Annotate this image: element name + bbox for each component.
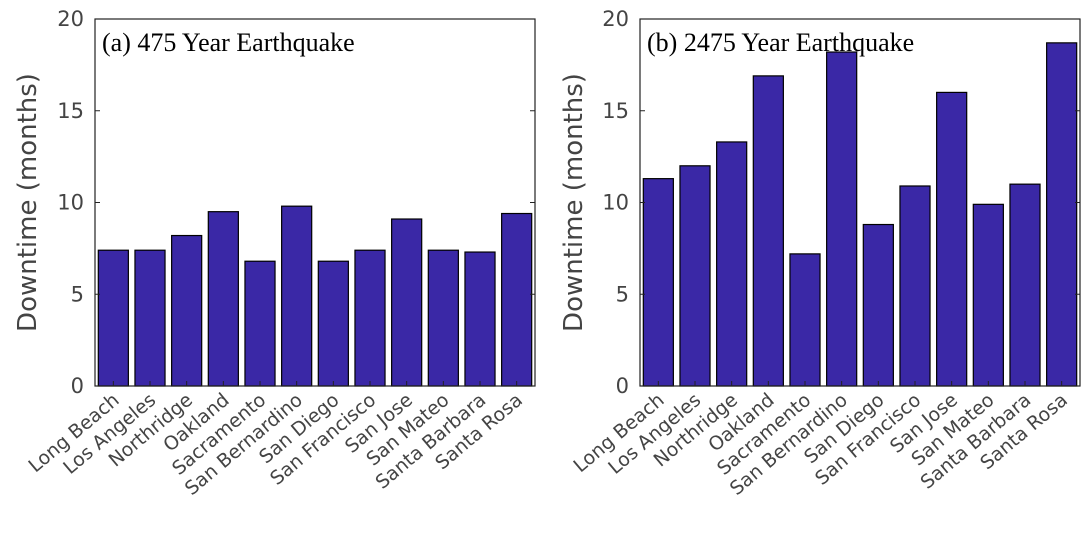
bar [354, 249, 386, 387]
y-tick-label: 15 [602, 99, 629, 123]
bar [207, 211, 239, 387]
bar [171, 234, 203, 387]
bar [789, 253, 821, 387]
bar [317, 260, 349, 387]
bar [464, 251, 496, 387]
bar [899, 185, 931, 387]
bar [862, 223, 894, 387]
chart-title: (a) 475 Year Earthquake [102, 28, 355, 57]
bar [1009, 183, 1041, 387]
chart-title: (b) 2475 Year Earthquake [647, 28, 914, 57]
y-axis-label: Downtime (months) [559, 73, 589, 332]
bar [716, 141, 748, 387]
bar [501, 212, 533, 387]
y-tick-label: 10 [57, 191, 84, 215]
bar [1046, 42, 1078, 387]
bar [936, 91, 968, 387]
y-tick-label: 0 [71, 374, 84, 398]
bar [391, 218, 423, 387]
y-tick-label: 10 [602, 191, 629, 215]
bar [427, 249, 459, 387]
y-tick-label: 20 [602, 7, 629, 31]
bar [642, 178, 674, 387]
bar [244, 260, 276, 387]
y-tick-label: 0 [616, 374, 629, 398]
bar [97, 249, 129, 387]
bar [679, 165, 711, 387]
y-tick-label: 20 [57, 7, 84, 31]
bar [972, 203, 1004, 387]
y-tick-label: 15 [57, 99, 84, 123]
y-axis-label: Downtime (months) [13, 73, 43, 332]
y-tick-label: 5 [616, 282, 629, 306]
y-tick-label: 5 [71, 282, 84, 306]
bar [826, 51, 858, 387]
bar [752, 75, 784, 387]
bar [281, 205, 313, 387]
bar [134, 249, 166, 387]
